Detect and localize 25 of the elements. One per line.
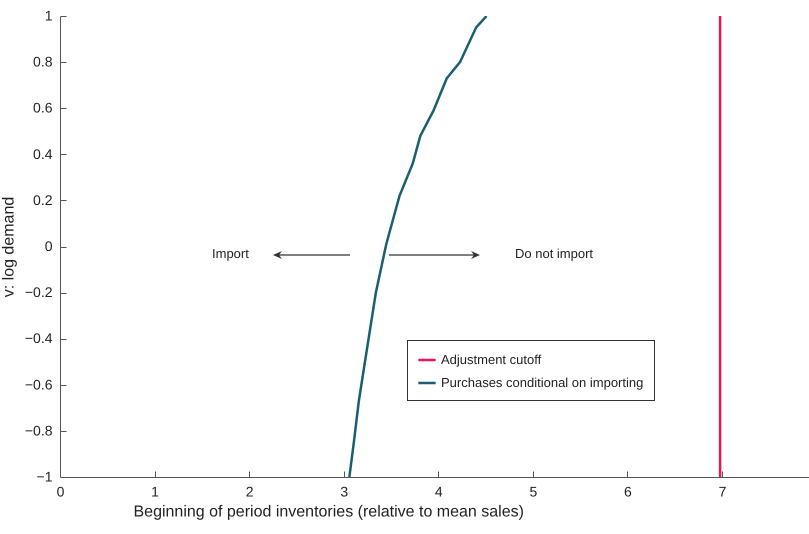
x-tick-label: 2 xyxy=(246,484,254,500)
y-tick-label: −0.4 xyxy=(24,330,53,346)
y-axis-title: v: log demand xyxy=(0,196,18,298)
x-axis-title: Beginning of period inventories (relative to mean sales) xyxy=(134,504,524,520)
y-tick-label: 0.4 xyxy=(33,146,53,162)
y-tick-label: 0.2 xyxy=(33,192,53,208)
x-tick-label: 3 xyxy=(340,484,348,500)
y-tick-label: −0.8 xyxy=(24,422,53,438)
y-tick-label: −1 xyxy=(36,468,53,484)
x-tick-label: 5 xyxy=(529,484,538,500)
legend-label: Purchases conditional on importing xyxy=(441,375,644,390)
annotation: Do not import xyxy=(515,246,594,261)
x-tick-label: 1 xyxy=(151,484,160,500)
y-tick-label: 1 xyxy=(44,8,53,24)
legend-label: Adjustment cutoff xyxy=(441,352,542,367)
y-tick-label: −0.2 xyxy=(24,284,53,300)
x-tick-label: 4 xyxy=(434,484,443,500)
y-tick-label: 0.6 xyxy=(33,100,53,116)
annotation: Import xyxy=(212,246,249,261)
y-tick-label: 0.8 xyxy=(33,54,53,70)
y-tick-label: 0 xyxy=(44,238,53,254)
x-tick-label: 0 xyxy=(56,484,65,500)
y-tick-label: −0.6 xyxy=(24,376,53,392)
x-tick-label: 7 xyxy=(718,484,727,500)
x-tick-label: 6 xyxy=(624,484,632,500)
